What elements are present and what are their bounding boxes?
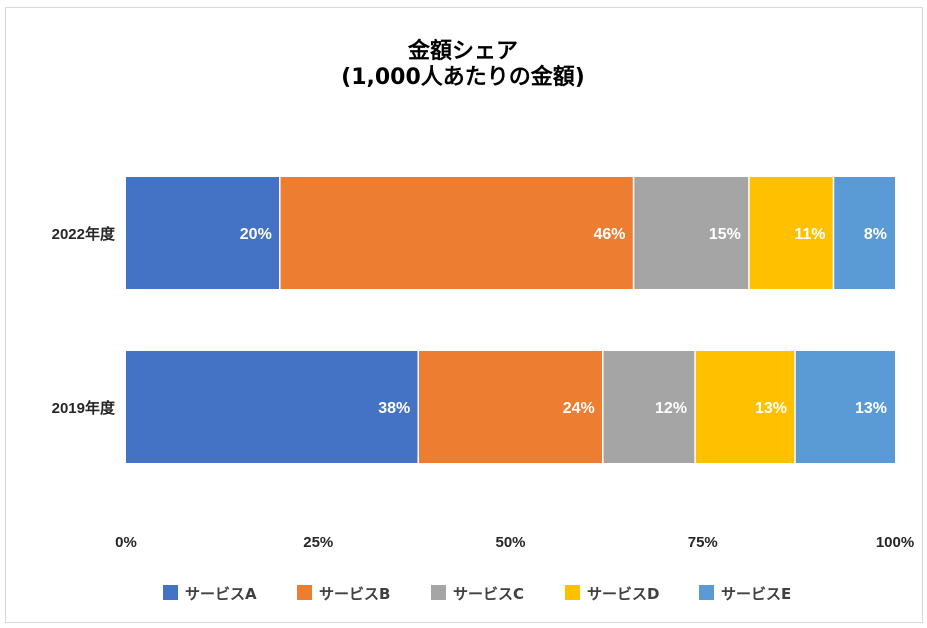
data-label: 11% bbox=[794, 226, 825, 243]
bar-segment bbox=[602, 351, 696, 463]
legend-label: サービスA bbox=[185, 585, 257, 603]
bar-segment bbox=[748, 177, 834, 289]
legend-label: サービスC bbox=[453, 585, 524, 603]
legend-label: サービスD bbox=[587, 585, 659, 603]
chart-title: 金額シェア bbox=[407, 38, 518, 64]
legend-swatch bbox=[297, 585, 312, 600]
legend-item: サービスA bbox=[163, 585, 257, 603]
x-tick-label: 100% bbox=[876, 534, 914, 551]
data-label: 13% bbox=[855, 400, 887, 417]
chart-frame bbox=[5, 7, 923, 623]
bar-segment bbox=[126, 177, 280, 289]
category-label: 2019年度 bbox=[52, 399, 116, 417]
legend-item: サービスD bbox=[565, 585, 659, 603]
x-tick-label: 75% bbox=[688, 534, 718, 551]
bar-segment bbox=[279, 177, 634, 289]
legend-item: サービスE bbox=[699, 585, 791, 603]
bar-segment bbox=[126, 351, 419, 463]
x-tick-label: 0% bbox=[115, 534, 137, 551]
x-tick-label: 50% bbox=[495, 534, 525, 551]
legend-label: サービスE bbox=[721, 585, 791, 603]
legend-item: サービスB bbox=[297, 585, 390, 603]
data-label: 20% bbox=[240, 226, 272, 243]
data-label: 38% bbox=[378, 400, 410, 417]
legend-label: サービスB bbox=[319, 585, 390, 603]
data-label: 12% bbox=[655, 400, 687, 417]
data-label: 13% bbox=[755, 400, 787, 417]
chart-subtitle: (1,000人あたりの金額) bbox=[341, 64, 585, 90]
bar-segment bbox=[695, 351, 796, 463]
x-tick-label: 25% bbox=[303, 534, 333, 551]
category-label: 2022年度 bbox=[52, 225, 116, 243]
legend-item: サービスC bbox=[431, 585, 524, 603]
data-label: 46% bbox=[594, 226, 626, 243]
bar-segment bbox=[795, 351, 895, 463]
data-label: 24% bbox=[563, 400, 595, 417]
legend-swatch bbox=[431, 585, 446, 600]
data-label: 15% bbox=[709, 226, 741, 243]
legend-swatch bbox=[699, 585, 714, 600]
data-label: 8% bbox=[864, 226, 887, 243]
bar-segment bbox=[833, 177, 895, 289]
legend-swatch bbox=[565, 585, 580, 600]
bar-segment bbox=[633, 177, 749, 289]
bar-segment bbox=[418, 351, 603, 463]
legend-swatch bbox=[163, 585, 178, 600]
